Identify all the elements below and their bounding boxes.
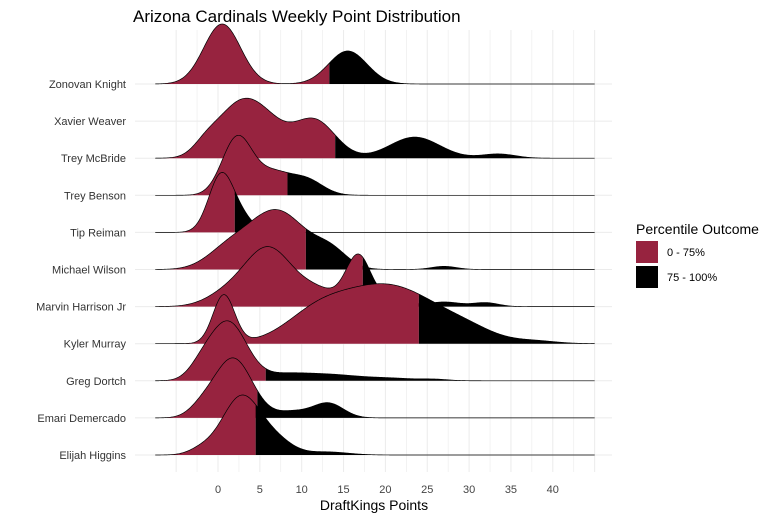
legend-swatch-high bbox=[636, 266, 658, 288]
legend-title: Percentile Outcome bbox=[636, 221, 759, 237]
ridge-fill-low bbox=[155, 246, 363, 307]
x-tick-label: 25 bbox=[421, 484, 433, 496]
ridge-fill-high bbox=[255, 404, 595, 455]
y-tick-label: Trey Benson bbox=[64, 190, 126, 202]
ridge-trey-benson bbox=[155, 134, 595, 196]
y-tick-label: Zonovan Knight bbox=[49, 79, 126, 91]
y-tick-label: Trey McBride bbox=[61, 153, 126, 165]
y-axis-labels: Zonovan Knight Xavier Weaver Trey McBride T… bbox=[36, 79, 126, 462]
ridge-outline bbox=[155, 320, 595, 382]
y-tick-label: Kyler Murray bbox=[64, 339, 127, 351]
ridge-zonovan-knight bbox=[155, 23, 595, 85]
ridge-outline bbox=[155, 23, 595, 85]
ridge-outline bbox=[155, 134, 595, 196]
x-tick-label: 35 bbox=[505, 484, 517, 496]
ridge-fill-low bbox=[155, 24, 330, 84]
ridge-outline bbox=[155, 283, 595, 345]
ridge-fill-low bbox=[155, 98, 336, 159]
ridge-fill-high bbox=[265, 368, 595, 381]
x-tick-label: 40 bbox=[547, 484, 559, 496]
x-tick-label: 5 bbox=[257, 484, 263, 496]
x-tick-label: 0 bbox=[215, 484, 221, 496]
chart-title: Arizona Cardinals Weekly Point Distribut… bbox=[133, 7, 461, 26]
x-axis-label: DraftKings Points bbox=[320, 497, 428, 513]
x-axis-ticks: 0 5 10 15 20 25 30 35 40 bbox=[215, 484, 559, 496]
ridge-fill-high bbox=[305, 228, 595, 270]
x-tick-label: 20 bbox=[379, 484, 391, 496]
x-tick-label: 30 bbox=[463, 484, 475, 496]
y-tick-label: Tip Reiman bbox=[70, 227, 126, 239]
x-tick-label: 15 bbox=[337, 484, 349, 496]
legend-label-low: 0 - 75% bbox=[667, 247, 705, 259]
y-tick-label: Xavier Weaver bbox=[54, 116, 126, 128]
ridge-fill-low bbox=[155, 172, 235, 233]
y-tick-label: Greg Dortch bbox=[66, 376, 126, 388]
legend: Percentile Outcome 0 - 75% 75 - 100% bbox=[636, 221, 759, 288]
y-tick-label: Marvin Harrison Jr bbox=[36, 302, 126, 314]
ridge-outline bbox=[155, 172, 595, 233]
ridge-outline bbox=[155, 246, 595, 307]
y-tick-label: Emari Demercado bbox=[37, 413, 126, 425]
y-tick-label: Michael Wilson bbox=[52, 265, 126, 277]
legend-swatch-low bbox=[636, 241, 658, 263]
legend-label-high: 75 - 100% bbox=[667, 272, 717, 284]
ridge-tip-reiman bbox=[155, 172, 595, 233]
ridges bbox=[155, 23, 595, 456]
ridge-outline bbox=[155, 357, 595, 419]
ridge-outline bbox=[155, 394, 595, 456]
ridge-fill-low bbox=[155, 395, 256, 455]
ridge-trey-mcbride bbox=[155, 97, 595, 159]
x-tick-label: 10 bbox=[296, 484, 308, 496]
ridge-fill-low bbox=[155, 135, 288, 196]
ridge-fill-high bbox=[257, 390, 595, 418]
ridge-outline bbox=[155, 209, 595, 270]
ridge-elijah-higgins bbox=[155, 394, 595, 456]
ridge-fill-high bbox=[329, 51, 595, 84]
ridge-outline bbox=[155, 97, 595, 159]
ridge-fill-high bbox=[287, 172, 595, 196]
y-tick-label: Elijah Higgins bbox=[59, 450, 126, 462]
ridge-fill-high bbox=[418, 294, 595, 344]
